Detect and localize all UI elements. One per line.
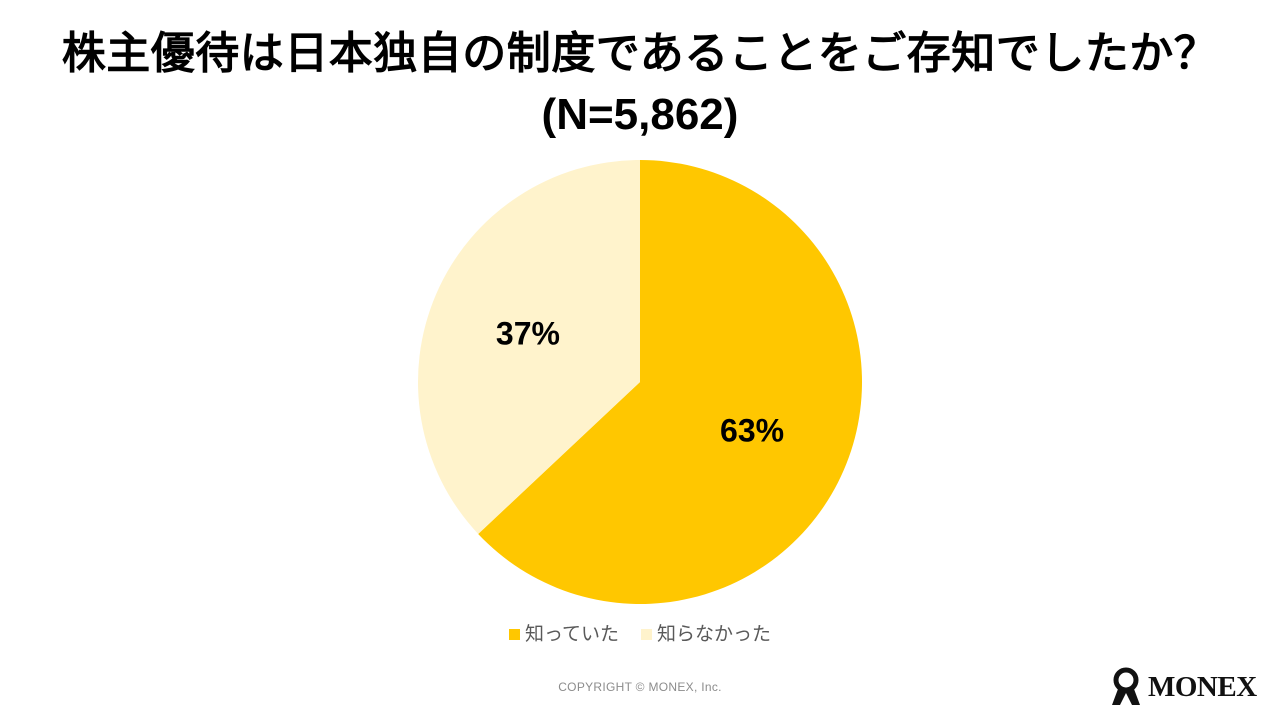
legend-swatch-unknown <box>641 628 653 640</box>
pie-slice-known <box>478 160 862 604</box>
legend-label-unknown: 知らなかった <box>657 623 772 645</box>
legend-label-known: 知っていた <box>524 623 620 645</box>
chart-legend: 知っていた 知らなかった <box>0 622 1280 646</box>
monex-logo-icon <box>1112 667 1140 705</box>
copyright-notice: COPYRIGHT © MONEX, Inc. <box>558 680 722 694</box>
chart-title: 株主優待は日本独自の制度であることをご存知でしたか？ <box>61 28 1219 79</box>
legend-item-unknown: 知らなかった <box>641 622 771 646</box>
pie-slice-unknown <box>418 160 640 534</box>
logo-text: MONEX <box>1148 670 1257 703</box>
pie-label-unknown: 37% <box>496 316 560 352</box>
chart-subtitle: (N=5,862) <box>541 90 739 139</box>
monex-logo: MONEX <box>1108 664 1257 710</box>
legend-swatch-known <box>508 628 520 640</box>
pie-label-known: 63% <box>720 412 784 448</box>
legend-item-known: 知っていた <box>508 622 620 646</box>
